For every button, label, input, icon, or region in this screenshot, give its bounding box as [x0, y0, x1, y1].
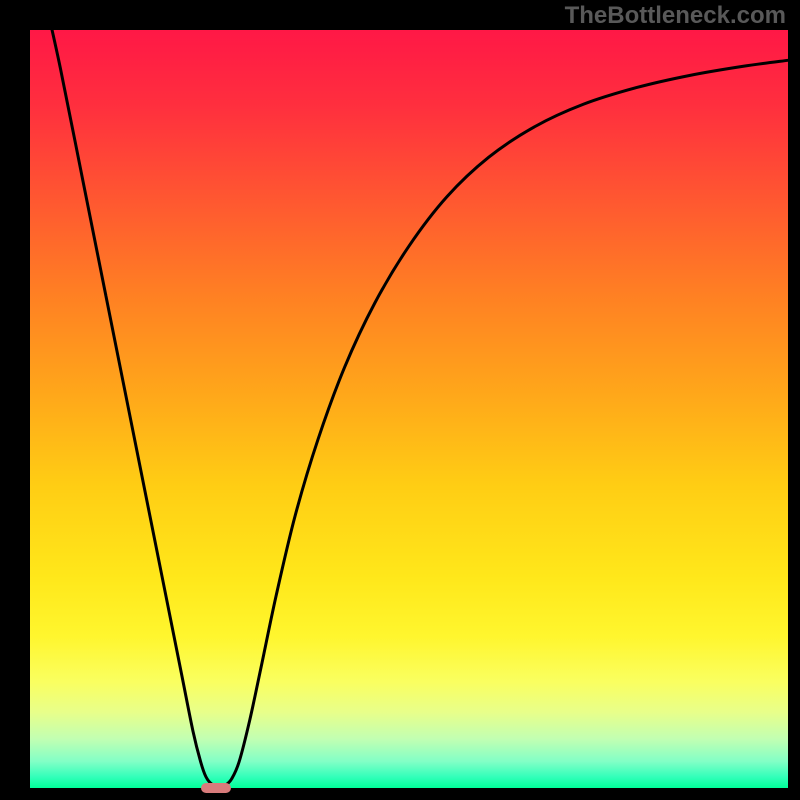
chart-container: TheBottleneck.com [0, 0, 800, 800]
plot-area [30, 30, 788, 788]
curve-layer [30, 30, 788, 788]
bottleneck-curve [45, 0, 788, 787]
minimum-marker [201, 783, 231, 794]
watermark-text: TheBottleneck.com [565, 2, 786, 30]
